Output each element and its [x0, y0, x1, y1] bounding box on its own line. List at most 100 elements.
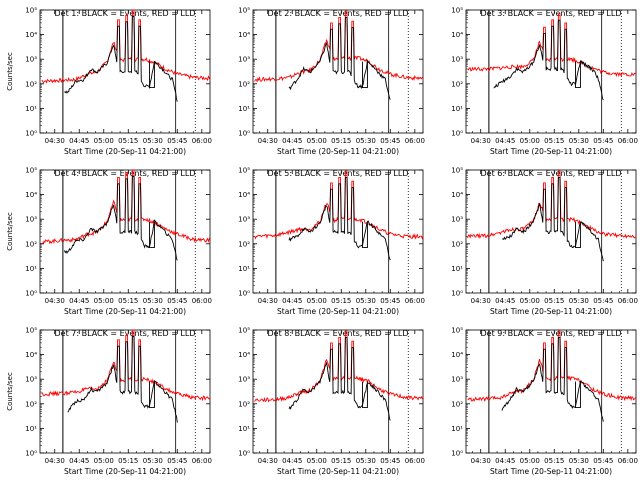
x-tick-label: 06:00 [405, 297, 425, 305]
x-axis-label: Start Time (20-Sep-11 04:21:00) [277, 307, 399, 316]
x-tick-label: 05:45 [167, 297, 187, 305]
x-tick-label: 05:00 [520, 137, 540, 145]
y-tick-label: 10⁵ [25, 167, 37, 175]
x-tick-label: 05:30 [143, 297, 163, 305]
y-tick-label: 10⁰ [238, 290, 250, 298]
y-tick-label: 10² [238, 80, 250, 88]
y-tick-label: 10⁵ [451, 167, 463, 175]
lld-series-line [254, 10, 424, 83]
y-tick-label: 10³ [25, 376, 37, 384]
x-tick-label: 04:45 [69, 457, 89, 465]
x-tick-label: 05:30 [356, 137, 376, 145]
x-tick-label: 04:30 [45, 137, 65, 145]
x-tick-label: 05:30 [569, 297, 589, 305]
y-tick-label: 10² [25, 240, 37, 248]
x-tick-label: 04:30 [258, 457, 278, 465]
y-tick-label: 10³ [238, 216, 250, 224]
y-tick-label: 10² [451, 400, 463, 408]
y-tick-label: 10⁰ [451, 130, 463, 138]
panel-title: Det 1: BLACK = Events, RED = LLD [55, 9, 196, 18]
x-tick-label: 04:30 [471, 297, 491, 305]
panel-det-9: 04:30 04:45 05:00 05:15 05:30 05:45 06:00 10⁰ 10… [451, 327, 638, 477]
x-tick-label: 04:30 [258, 137, 278, 145]
y-tick-label: 10³ [451, 56, 463, 64]
y-tick-label: 10¹ [451, 105, 463, 113]
events-attenuator-step [575, 61, 581, 89]
x-tick-label: 05:15 [331, 457, 351, 465]
x-axis-label: Start Time (20-Sep-11 04:21:00) [64, 147, 186, 156]
x-tick-label: 06:00 [405, 137, 425, 145]
axes-frame [465, 9, 637, 134]
x-tick-label: 06:00 [405, 457, 425, 465]
x-tick-label: 05:45 [593, 297, 613, 305]
x-tick-label: 04:45 [495, 457, 515, 465]
events-attenuator-step [362, 381, 368, 409]
events-attenuator-step [149, 381, 155, 409]
x-tick-label: 05:00 [94, 297, 114, 305]
x-tick-label: 05:15 [331, 137, 351, 145]
panel-title: Det 6: BLACK = Events, RED = LLD [481, 169, 622, 178]
x-tick-label: 05:00 [520, 457, 540, 465]
x-tick-label: 05:15 [331, 297, 351, 305]
x-tick-label: 06:00 [618, 137, 638, 145]
y-tick-label: 10⁰ [25, 290, 37, 298]
x-tick-label: 06:00 [618, 297, 638, 305]
y-tick-label: 10² [25, 80, 37, 88]
x-axis-label: Start Time (20-Sep-11 04:21:00) [64, 307, 186, 316]
y-tick-label: 10² [238, 240, 250, 248]
y-tick-label: 10⁴ [451, 31, 463, 39]
x-tick-label: 05:30 [356, 297, 376, 305]
x-tick-label: 05:45 [380, 457, 400, 465]
x-axis-label: Start Time (20-Sep-11 04:21:00) [490, 307, 612, 316]
axes-frame [252, 169, 424, 294]
x-axis-label: Start Time (20-Sep-11 04:21:00) [490, 147, 612, 156]
x-tick-label: 05:30 [569, 137, 589, 145]
y-tick-label: 10³ [238, 56, 250, 64]
x-tick-label: 04:45 [69, 137, 89, 145]
events-series-line [288, 337, 391, 421]
y-tick-label: 10³ [451, 216, 463, 224]
x-tick-label: 05:45 [167, 137, 187, 145]
x-tick-label: 04:30 [45, 297, 65, 305]
y-tick-label: 10⁵ [451, 7, 463, 15]
axes-frame [252, 329, 424, 454]
lld-series-line [254, 330, 424, 403]
x-tick-label: 05:45 [380, 297, 400, 305]
x-tick-label: 05:15 [118, 297, 138, 305]
y-tick-label: 10¹ [25, 425, 37, 433]
events-series-line [288, 17, 391, 100]
x-tick-label: 05:30 [356, 457, 376, 465]
x-axis-label: Start Time (20-Sep-11 04:21:00) [277, 147, 399, 156]
y-tick-label: 10¹ [25, 105, 37, 113]
y-tick-label: 10⁴ [451, 191, 463, 199]
y-tick-label: 10³ [25, 216, 37, 224]
y-tick-label: 10² [25, 400, 37, 408]
x-tick-label: 05:45 [593, 137, 613, 145]
events-attenuator-step [362, 221, 368, 249]
y-tick-label: 10⁴ [238, 31, 250, 39]
panel-title: Det 4: BLACK = Events, RED = LLD [55, 169, 196, 178]
y-tick-label: 10⁰ [25, 130, 37, 138]
x-tick-label: 05:30 [143, 137, 163, 145]
lld-series-line [467, 170, 637, 240]
x-tick-label: 06:00 [618, 457, 638, 465]
x-tick-label: 05:15 [544, 297, 564, 305]
y-tick-label: 10¹ [238, 265, 250, 273]
panel-det-5: 04:30 04:45 05:00 05:15 05:30 05:45 06:00 10⁰ 10… [238, 167, 425, 317]
y-tick-label: 10³ [451, 376, 463, 384]
x-tick-label: 05:45 [593, 457, 613, 465]
lld-series-line [41, 9, 211, 84]
y-tick-label: 10⁴ [238, 191, 250, 199]
y-tick-label: 10⁰ [238, 130, 250, 138]
y-tick-label: 10¹ [25, 265, 37, 273]
y-tick-label: 10¹ [451, 425, 463, 433]
x-tick-label: 05:15 [544, 457, 564, 465]
x-tick-label: 05:30 [143, 457, 163, 465]
panel-title: Det 5: BLACK = Events, RED = LLD [268, 169, 409, 178]
x-tick-label: 05:00 [94, 137, 114, 145]
events-series-line [493, 19, 604, 101]
x-axis-label: Start Time (20-Sep-11 04:21:00) [277, 467, 399, 476]
y-tick-label: 10⁵ [25, 327, 37, 335]
